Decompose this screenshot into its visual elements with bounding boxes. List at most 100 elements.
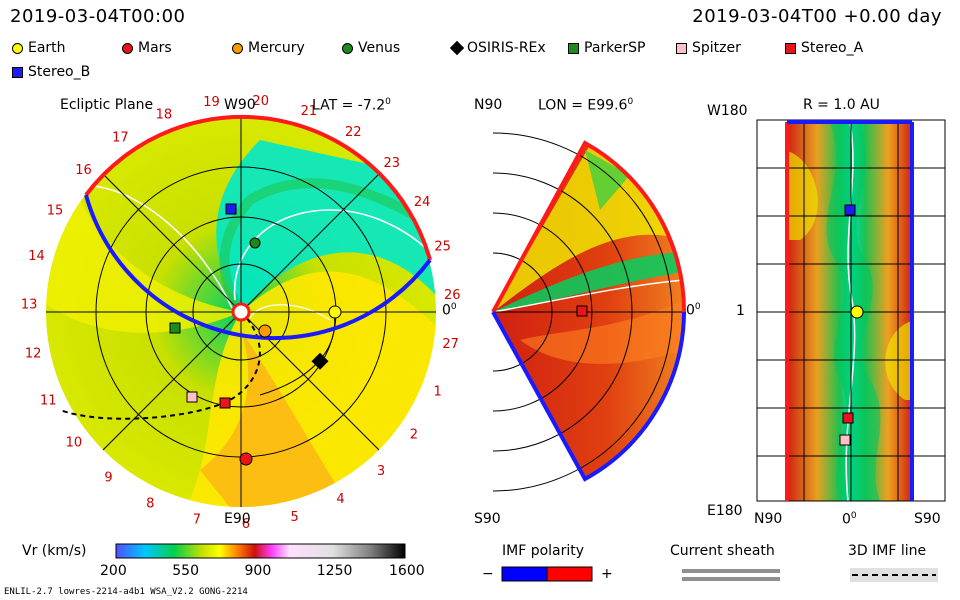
radial-xtick-0: 00 [842,511,857,528]
sector-number: 25 [434,240,451,255]
legend-item-venus: Venus [342,40,400,56]
sector-number: 5 [291,510,299,525]
sector-number: 10 [66,436,83,451]
radial-stereo-b-marker [844,204,856,216]
meridional-panel [493,143,685,479]
square-legend-icon [785,42,796,54]
sector-number: 8 [146,497,154,512]
sector-number: 19 [203,95,220,110]
sector-number: 21 [301,104,318,119]
sun-marker [231,302,251,322]
sector-number: 27 [442,337,459,352]
legend-label: Mars [138,40,172,56]
radial-stereo-a-marker [842,412,854,424]
imf-negative-bar [501,566,548,582]
sector-number: 6 [242,517,250,532]
colorbar-tick: 200 [100,563,127,579]
imf-line-label: 3D IMF line [848,543,927,559]
meridional-grid [492,132,684,492]
square-legend-icon [568,42,579,54]
meridional-edges [491,140,687,482]
relative-time-label: 2019-03-04T00 +0.00 day [692,6,942,27]
legend-label: Earth [28,40,66,56]
sector-number: 9 [104,471,112,486]
colorbar-tick: 900 [244,563,272,579]
ecliptic-cyan-region [216,140,436,312]
ecliptic-outer-ring [84,114,432,341]
square-legend-icon [12,66,23,78]
mercury-marker [258,324,272,338]
imf-polarity-label: IMF polarity [502,543,585,559]
colorbar-gradient [115,543,406,559]
sector-number: 3 [377,464,385,479]
sector-number: 1 [433,384,441,399]
sector-number: 17 [112,131,129,146]
legend-label: Stereo_B [28,64,91,80]
legend-item-mercury: Mercury [232,40,305,56]
sector-number: 7 [193,512,201,527]
sector-number: 24 [414,195,431,210]
datetime-label: 2019-03-04T00:00 [10,6,186,27]
sector-number: 20 [252,94,269,109]
legend-item-mars: Mars [122,40,172,56]
ecliptic-sector-numbers: 19 20212223242526271234567891011121314151… [21,94,461,532]
radial-top-label: W180 [707,103,748,119]
sector-number: 4 [336,492,344,507]
circle-legend-icon [342,42,353,54]
meridional-green-top [585,150,630,210]
legend-item-earth: Earth [12,40,66,56]
parker-marker [169,322,181,334]
ecliptic-lat-label: LAT = -7.20 [312,97,391,114]
ecliptic-orange-region [200,330,360,507]
ecliptic-green-band [219,178,436,315]
sector-number: 12 [25,347,42,362]
ecliptic-current-sheet-2 [91,185,233,309]
meridional-current-sheet [493,279,685,313]
legend-item-parkersp: ParkerSP [568,40,645,56]
sector-number: 18 [156,108,173,123]
legend-label: Stereo_A [801,40,864,56]
sector-number: 16 [75,163,92,178]
circle-legend-icon [232,42,243,54]
sector-number: 13 [21,298,38,313]
venus-marker [249,237,261,249]
sector-number: 14 [28,249,45,264]
meridional-green-band [493,252,684,312]
ecliptic-current-sheet-3 [249,304,331,321]
sector-number: 15 [47,203,64,218]
radial-yellow-blob-1 [785,150,818,240]
colorbar-tick: 1250 [316,563,353,579]
radial-xtick-s90: S90 [914,511,941,527]
earth-marker [328,305,342,319]
stereo-a-marker [219,397,231,409]
meridional-top-label: N90 [474,97,503,113]
circle-legend-icon [122,42,133,54]
footer-run-info: ENLIL-2.7 lowres-2214-a4b1 WSA_V2.2 GONG… [4,587,248,597]
ecliptic-right-label: 00 [442,302,457,319]
ecliptic-yellow-region-2 [46,180,241,333]
circle-legend-icon [12,42,23,54]
radial-earth-marker [850,305,864,319]
colorbar-label: Vr (km/s) [22,543,87,559]
legend-label: Venus [358,40,401,56]
radial-r-label: R = 1.0 AU [803,97,880,113]
current-sheath-label: Current sheath [670,543,775,559]
radial-bottom-label: E180 [707,503,743,519]
radial-mid-label: 1 [736,303,745,319]
radial-xtick-n90: N90 [754,511,783,527]
imf-minus-label: − [482,566,494,582]
spacecraft-markers [169,203,864,466]
ecliptic-top-label: W90 [224,97,256,113]
sector-number: 11 [40,394,57,409]
meridional-orange-patch [520,300,684,364]
spitzer-marker [186,391,198,403]
meridional-right-label: 00 [686,302,701,319]
legend-item-stereo-b: Stereo_B [12,64,90,80]
colorbar-tick: 1600 [389,563,425,579]
ecliptic-title: Ecliptic Plane [60,97,154,113]
sector-number: 26 [444,288,461,303]
imf-plus-label: + [601,566,613,582]
radial-spitzer-marker [839,434,851,446]
radial-current-sheet [845,122,856,501]
